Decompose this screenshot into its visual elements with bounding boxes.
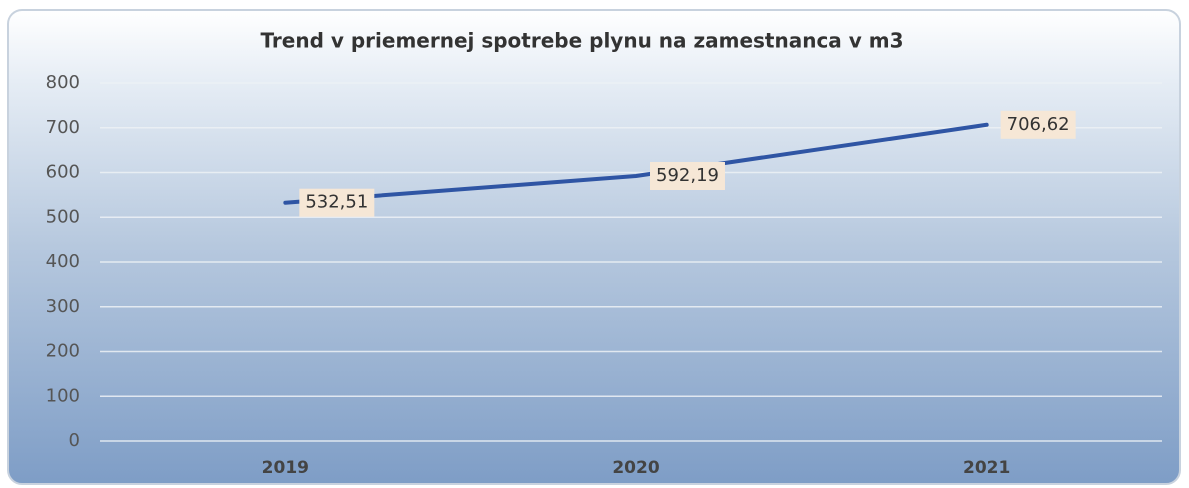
value-label: 592,19 <box>656 165 719 186</box>
y-tick-label: 100 <box>46 385 80 406</box>
value-label: 706,62 <box>1007 114 1070 135</box>
y-tick-label: 800 <box>46 72 80 93</box>
y-tick-label: 600 <box>46 162 80 183</box>
value-label-box <box>650 161 725 190</box>
value-label-box <box>1000 110 1076 139</box>
chart-title: Trend v priemernej spotrebe plynu na zam… <box>260 29 903 53</box>
line <box>283 122 989 205</box>
y-tick-label: 300 <box>46 296 80 317</box>
x-tick-label: 2019 <box>262 458 309 478</box>
x-tick-label: 2021 <box>963 458 1010 478</box>
y-tick-label: 700 <box>46 117 80 138</box>
value-label-box <box>299 188 375 217</box>
chart-background <box>7 9 1181 485</box>
value-label: 532,51 <box>305 192 368 213</box>
y-tick-label: 200 <box>46 341 80 362</box>
y-tick-label: 500 <box>46 206 80 227</box>
y-tick-label: 400 <box>46 251 80 272</box>
y-tick-label: 0 <box>69 430 80 451</box>
x-tick-label: 2020 <box>612 458 659 478</box>
